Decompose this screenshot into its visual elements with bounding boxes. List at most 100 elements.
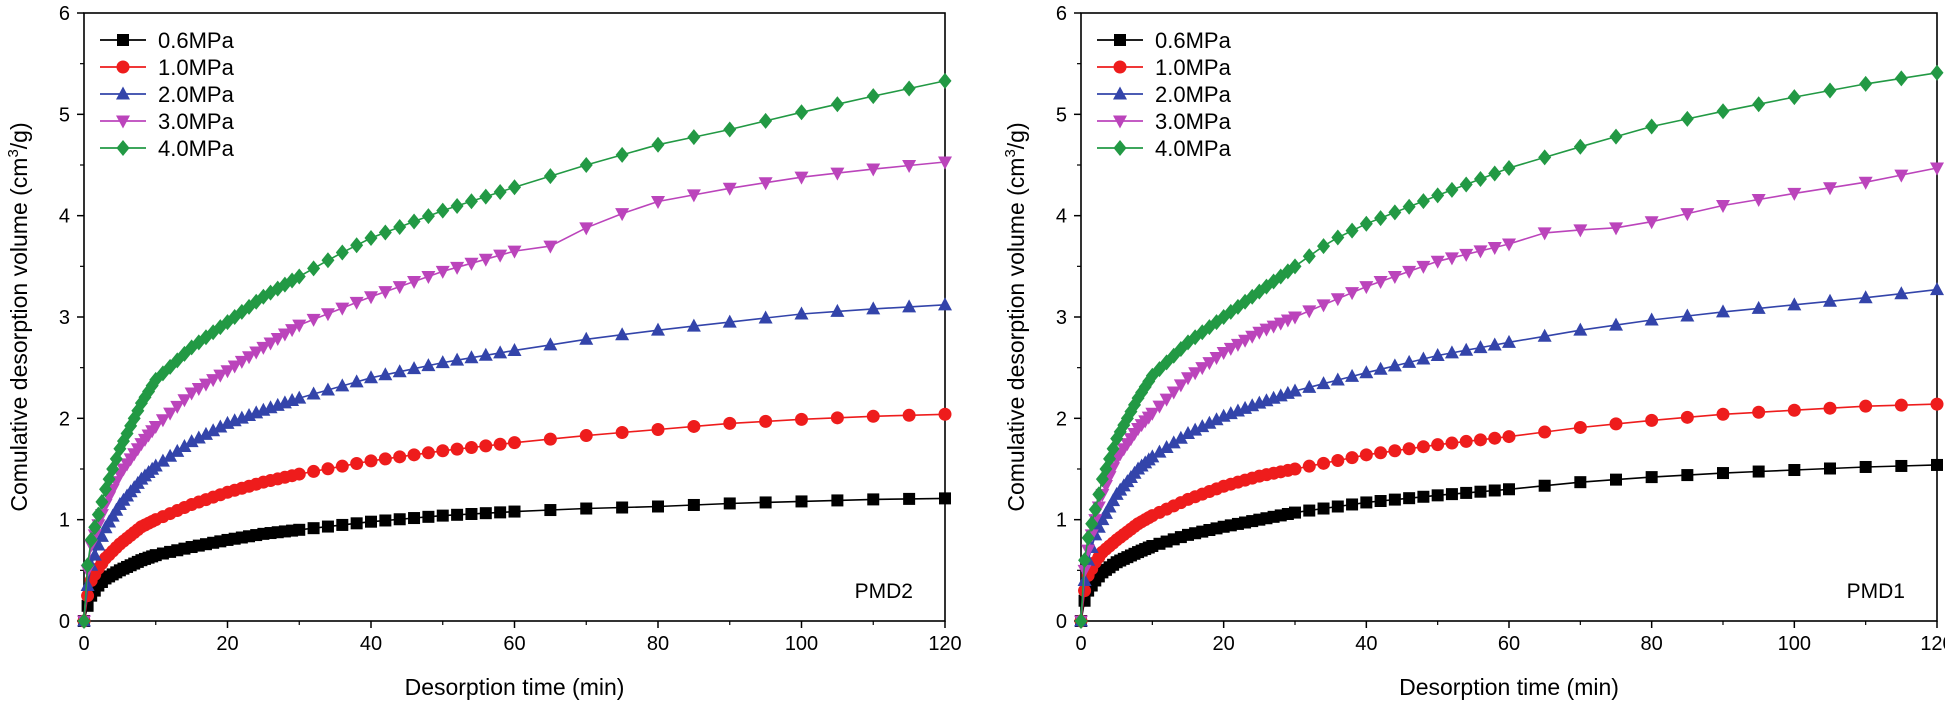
- data-point: [1444, 345, 1459, 359]
- data-point: [206, 423, 221, 437]
- data-point: [1346, 498, 1359, 511]
- data-point: [1716, 304, 1730, 318]
- data-point: [1092, 486, 1106, 503]
- data-point: [256, 341, 271, 355]
- data-point: [1078, 584, 1092, 598]
- data-point: [177, 439, 192, 453]
- data-point: [198, 378, 213, 392]
- data-point: [759, 112, 773, 129]
- data-point: [464, 441, 478, 455]
- y-tick-label: 0: [59, 611, 70, 633]
- data-point: [1402, 442, 1416, 456]
- data-point: [1752, 96, 1766, 113]
- legend-marker: [1113, 60, 1127, 74]
- data-point: [1316, 299, 1331, 313]
- data-point: [1431, 438, 1445, 452]
- series-line: [1080, 167, 1938, 622]
- data-point: [464, 350, 479, 364]
- data-point: [1331, 229, 1345, 246]
- data-point: [1223, 342, 1238, 356]
- data-point: [242, 351, 257, 365]
- data-point: [1537, 328, 1552, 342]
- data-point: [507, 245, 522, 259]
- data-point: [795, 495, 808, 508]
- data-point: [378, 367, 393, 381]
- data-point: [1209, 352, 1224, 366]
- legend-entry: 1.0MPa: [100, 55, 235, 80]
- data-point: [213, 419, 228, 433]
- data-point: [407, 213, 421, 230]
- data-point: [1645, 471, 1658, 484]
- x-tick-label: 20: [1213, 633, 1235, 655]
- series-2-0mpa: [1074, 282, 1944, 627]
- data-point: [1230, 338, 1245, 352]
- data-point: [938, 156, 952, 170]
- x-tick-label: 0: [78, 633, 89, 655]
- data-point: [1330, 293, 1345, 307]
- data-point: [722, 314, 737, 328]
- data-point: [1716, 200, 1730, 214]
- data-point: [450, 261, 465, 275]
- data-point: [436, 444, 450, 458]
- data-point: [493, 345, 508, 359]
- y-tick-label: 5: [59, 104, 70, 126]
- x-tick-label: 120: [1920, 633, 1945, 655]
- data-point: [687, 129, 701, 146]
- data-point: [464, 257, 479, 271]
- data-point: [1895, 459, 1908, 472]
- series-4-0mpa: [1074, 64, 1944, 629]
- data-point: [307, 522, 320, 535]
- data-point: [451, 508, 464, 521]
- data-point: [1444, 252, 1459, 266]
- data-point: [1145, 407, 1160, 421]
- data-point: [652, 500, 664, 513]
- data-point: [1680, 208, 1695, 222]
- data-point: [148, 458, 163, 472]
- data-point: [1417, 490, 1430, 503]
- legend-entry: 0.6MPa: [100, 28, 235, 53]
- data-point: [393, 450, 407, 464]
- series-2-0mpa: [77, 297, 952, 627]
- legend-entry: 4.0MPa: [100, 136, 235, 161]
- data-point: [349, 374, 364, 388]
- data-point: [1166, 435, 1181, 449]
- data-point: [1359, 281, 1374, 295]
- data-point: [1680, 110, 1694, 127]
- data-point: [508, 436, 521, 450]
- data-point: [1460, 486, 1473, 499]
- data-point: [494, 506, 507, 519]
- y-tick-label: 6: [59, 3, 70, 25]
- data-point: [1202, 415, 1217, 429]
- data-point: [292, 268, 306, 285]
- data-point: [1317, 238, 1331, 255]
- data-point: [421, 208, 435, 225]
- data-point: [615, 208, 630, 222]
- y-axis-label: Comulative desorption volume (cm3/g): [5, 122, 32, 511]
- data-point: [350, 517, 363, 530]
- panel-annotation: PMD2: [855, 580, 913, 603]
- data-point: [1573, 420, 1587, 434]
- legend-entry: 4.0MPa: [1097, 136, 1232, 161]
- data-point: [1416, 440, 1430, 454]
- data-point: [94, 528, 109, 542]
- data-point: [206, 374, 221, 388]
- data-point: [1374, 446, 1388, 460]
- data-point: [1431, 489, 1444, 502]
- x-tick-label: 60: [1498, 633, 1520, 655]
- data-point: [1459, 176, 1473, 193]
- data-point: [580, 502, 593, 515]
- data-point: [170, 400, 185, 414]
- data-point: [1645, 413, 1659, 427]
- data-point: [758, 177, 773, 191]
- data-point: [270, 332, 285, 346]
- data-point: [1252, 326, 1267, 340]
- data-point: [866, 88, 880, 105]
- data-point: [350, 237, 364, 254]
- data-point: [1430, 348, 1445, 362]
- data-point: [321, 252, 335, 269]
- data-point: [95, 493, 109, 510]
- data-point: [1459, 342, 1474, 356]
- legend-label: 1.0MPa: [1155, 55, 1232, 80]
- data-point: [155, 414, 170, 428]
- data-point: [1387, 270, 1402, 284]
